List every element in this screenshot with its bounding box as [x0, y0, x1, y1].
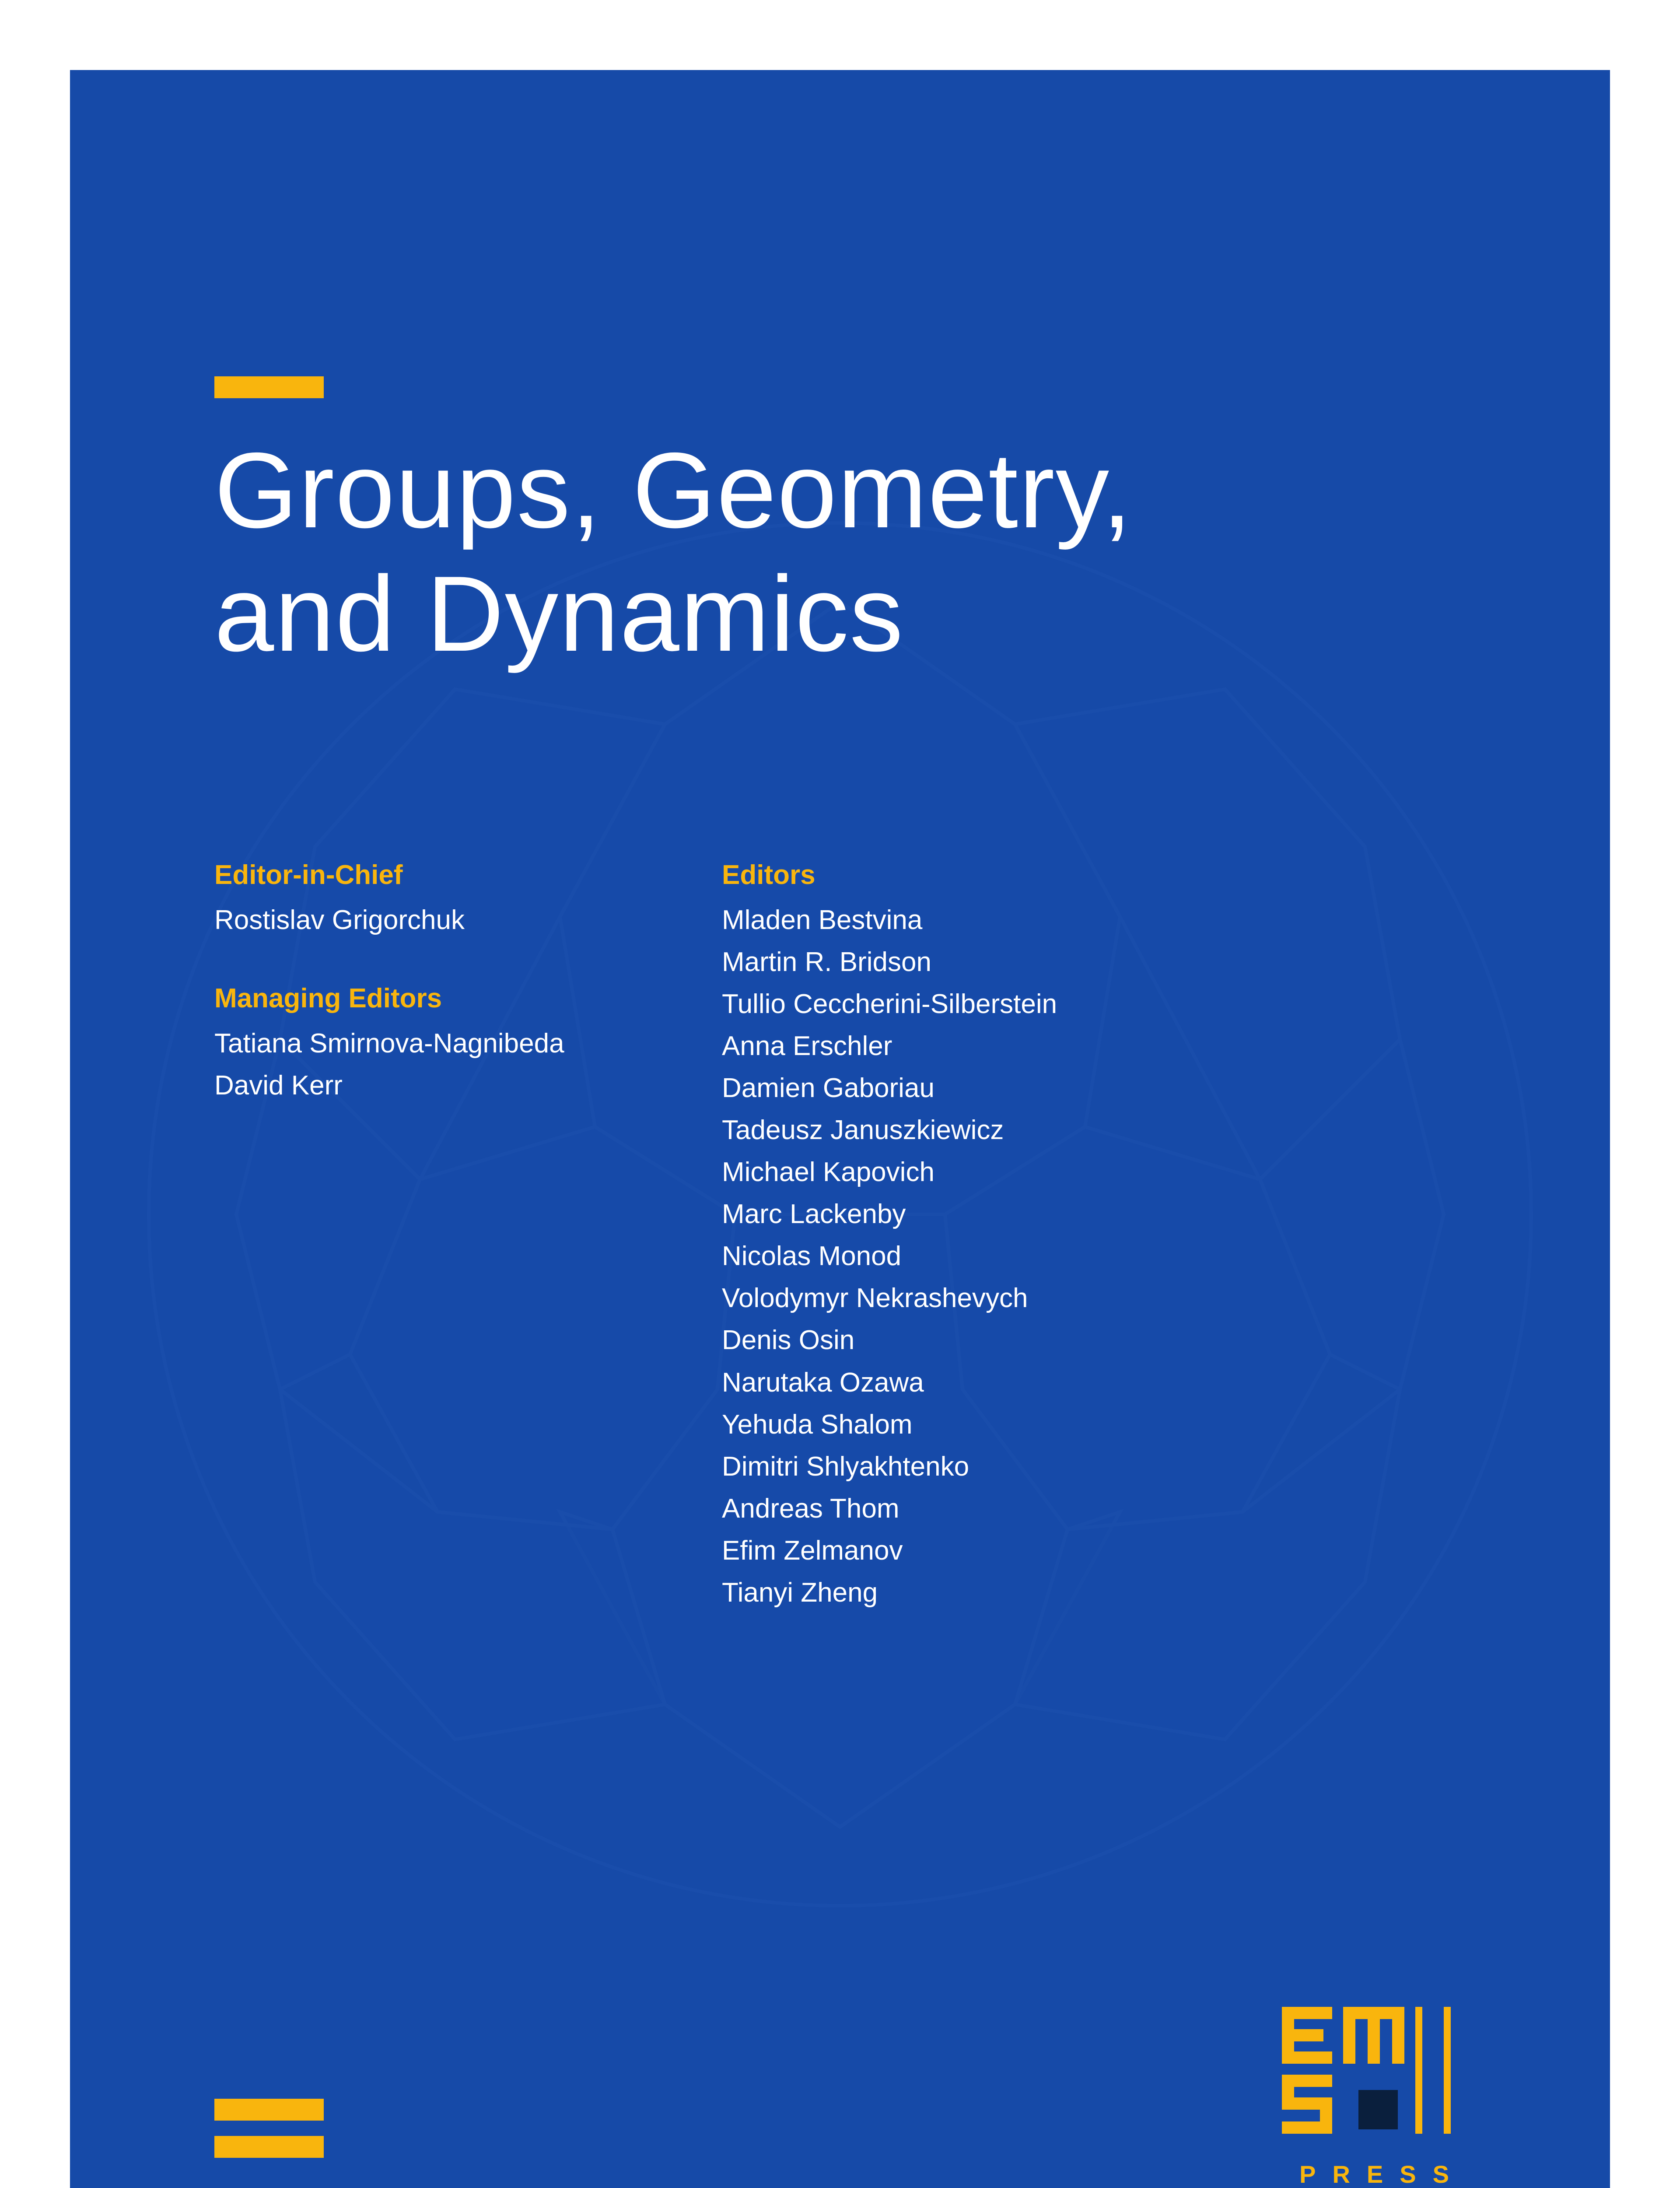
editor-name: Mladen Bestvina: [722, 899, 1057, 941]
publisher-logo: PRESS: [1282, 2007, 1466, 2188]
accent-bars-bottom: [214, 2099, 324, 2158]
editor-name: Anna Erschler: [722, 1025, 1057, 1067]
editor-name: Denis Osin: [722, 1319, 1057, 1361]
editor-name: Tullio Ceccherini-Silberstein: [722, 983, 1057, 1025]
journal-title: Groups, Geometry, and Dynamics: [214, 429, 1466, 676]
journal-cover: Groups, Geometry, and Dynamics Editor-in…: [70, 70, 1610, 2188]
page: Groups, Geometry, and Dynamics Editor-in…: [0, 0, 1680, 2188]
accent-bar: [214, 2136, 324, 2158]
editor-name: Tianyi Zheng: [722, 1572, 1057, 1614]
managing-editors-section: Managing Editors Tatiana Smirnova-Nagnib…: [214, 983, 678, 1107]
editors-left-column: Editor-in-Chief Rostislav Grigorchuk Man…: [214, 859, 678, 1656]
editor-name: Narutaka Ozawa: [722, 1362, 1057, 1404]
editor-name: Efim Zelmanov: [722, 1530, 1057, 1572]
managing-name: David Kerr: [214, 1065, 678, 1107]
press-label: PRESS: [1282, 2160, 1466, 2188]
ems-logo-icon: [1282, 2007, 1466, 2147]
title-line-2: and Dynamics: [214, 554, 904, 673]
editor-name: Martin R. Bridson: [722, 941, 1057, 983]
editor-name: Volodymyr Nekrashevych: [722, 1277, 1057, 1319]
editor-name: Nicolas Monod: [722, 1235, 1057, 1277]
editor-name: Dimitri Shlyakhtenko: [722, 1446, 1057, 1488]
editors-heading: Editors: [722, 859, 1057, 891]
title-line-1: Groups, Geometry,: [214, 430, 1133, 550]
editor-name: Marc Lackenby: [722, 1193, 1057, 1235]
accent-bar-top: [214, 376, 324, 398]
editor-name: Andreas Thom: [722, 1488, 1057, 1530]
editor-name: Tadeusz Januszkiewicz: [722, 1109, 1057, 1151]
managing-heading: Managing Editors: [214, 983, 678, 1014]
eic-heading: Editor-in-Chief: [214, 859, 678, 891]
editors-section: Editors Mladen Bestvina Martin R. Bridso…: [722, 859, 1057, 1614]
editors-container: Editor-in-Chief Rostislav Grigorchuk Man…: [214, 859, 1466, 1656]
editor-in-chief-section: Editor-in-Chief Rostislav Grigorchuk: [214, 859, 678, 941]
accent-bar: [214, 2099, 324, 2121]
editor-name: Yehuda Shalom: [722, 1404, 1057, 1446]
editor-name: Damien Gaboriau: [722, 1067, 1057, 1109]
editor-name: Michael Kapovich: [722, 1151, 1057, 1193]
editors-right-column: Editors Mladen Bestvina Martin R. Bridso…: [722, 859, 1057, 1656]
eic-name: Rostislav Grigorchuk: [214, 899, 678, 941]
managing-name: Tatiana Smirnova-Nagnibeda: [214, 1023, 678, 1065]
